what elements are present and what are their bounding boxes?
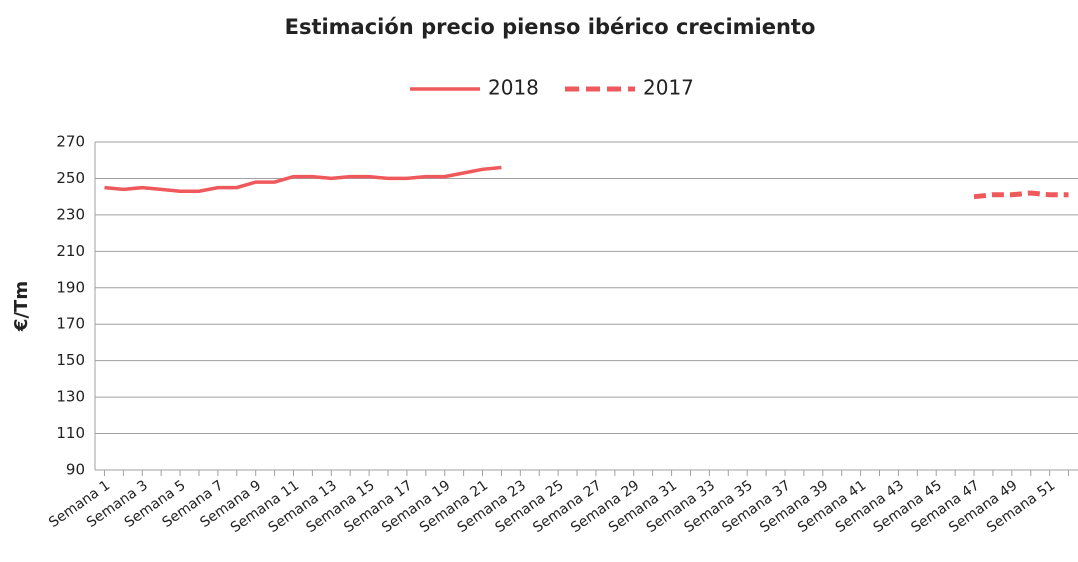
y-tick-label: 90	[66, 461, 85, 479]
y-tick-label: 170	[56, 315, 85, 333]
legend-label: 2017	[643, 76, 694, 100]
legend-label: 2018	[488, 76, 539, 100]
y-tick-label: 190	[56, 278, 85, 296]
y-tick-label: 250	[56, 169, 85, 187]
y-axis-label: €/Tm	[11, 281, 32, 332]
line-series	[973, 190, 1069, 200]
y-tick-label: 270	[56, 133, 85, 151]
y-tick-label: 230	[56, 205, 85, 223]
y-tick-label: 150	[56, 351, 85, 369]
y-tick-label: 130	[56, 388, 85, 406]
chart-title: Estimación precio pienso ibérico crecimi…	[285, 15, 816, 39]
y-tick-label: 110	[56, 424, 85, 442]
y-tick-label: 210	[56, 242, 85, 260]
line-series	[104, 165, 502, 193]
